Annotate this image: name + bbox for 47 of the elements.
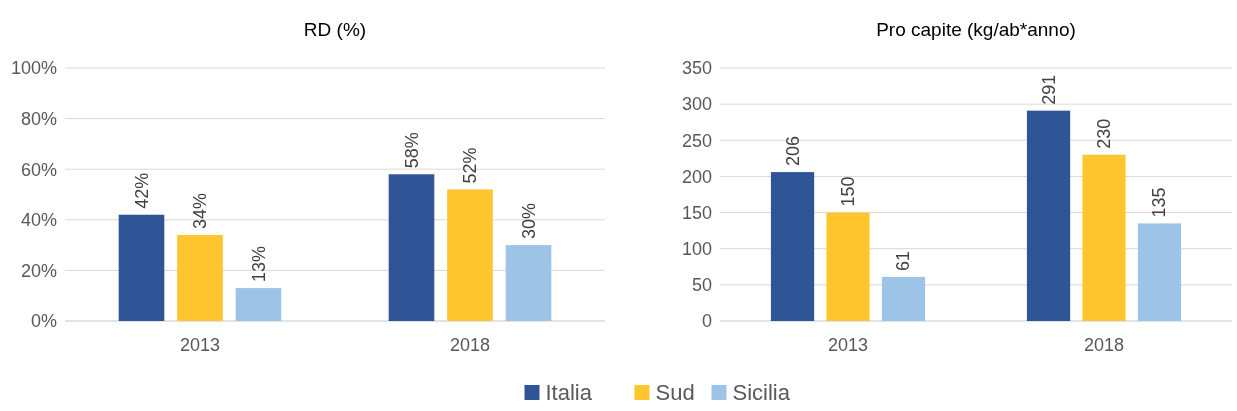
y-tick-label: 200 [681,166,712,187]
text: 30% [518,203,539,240]
y-tick-label: 100% [10,58,57,79]
x-tick-label: 2018 [449,335,491,355]
data-label: 230 [1094,118,1114,149]
legend-label: Sicilia [732,380,791,405]
data-label: 61 [893,250,914,271]
data-label: 150 [838,176,858,207]
bar [1026,110,1071,321]
y-tick-label: 40% [20,210,57,231]
bar [1137,223,1182,321]
x-tick-label: 2018 [1083,335,1125,355]
bar [505,245,552,321]
y-tick-label: 0 [701,311,712,332]
data-label: 135 [1149,187,1170,218]
legend-label: Sud [655,380,695,405]
bar [770,172,815,321]
legend-label: Italia [545,380,593,405]
bar [388,174,435,321]
y-tick-label: 250 [681,130,712,151]
x-tick-label: 2013 [179,335,221,355]
bar [826,212,870,321]
y-tick-label: 80% [20,108,57,129]
data-label: 291 [1038,74,1059,105]
y-tick-label: 60% [20,159,57,180]
bar [235,288,282,321]
y-tick-label: 300 [681,94,712,115]
data-label: 206 [782,136,803,167]
chart-title: Pro capite (kg/ab*anno) [876,19,1076,40]
y-tick-label: 350 [681,58,712,79]
bar [1082,154,1126,321]
text: 13% [248,246,269,283]
text: 34% [190,192,210,229]
bar [177,234,223,321]
y-tick-label: 150 [681,202,712,223]
y-tick-label: 100 [681,239,712,260]
text: 42% [131,172,152,209]
y-tick-label: 0% [30,311,57,332]
x-tick-label: 2013 [827,335,869,355]
bar [881,276,926,321]
text: 58% [401,132,422,169]
text: 52% [460,147,480,184]
bar [118,214,165,321]
chart-title: RD (%) [303,19,367,40]
bar [447,189,493,321]
y-tick-label: 50 [691,275,712,296]
y-tick-label: 20% [20,260,57,281]
